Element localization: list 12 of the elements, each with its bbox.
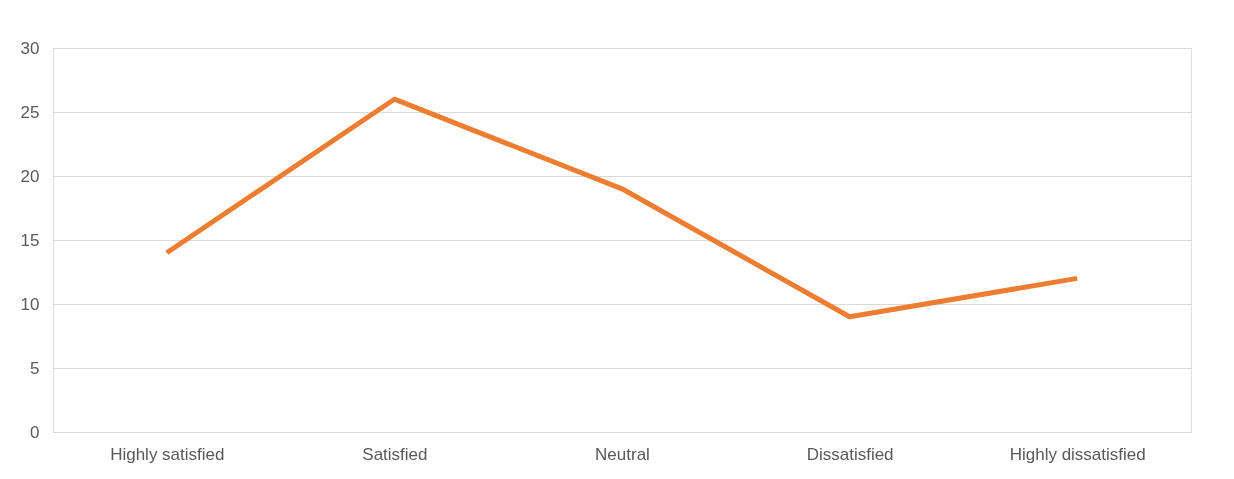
y-tick-label: 15: [20, 230, 40, 250]
y-tick-label: 25: [20, 102, 40, 122]
y-tick-label: 20: [20, 166, 40, 186]
x-tick-label: Highly satisfied: [110, 444, 225, 464]
y-tick-label: 30: [20, 38, 40, 58]
y-tick-label: 0: [30, 422, 40, 442]
x-tick-label: Highly dissatisfied: [1009, 444, 1146, 464]
x-tick-label: Neutral: [595, 444, 650, 464]
x-tick-label: Satisfied: [362, 444, 428, 464]
y-tick-label: 10: [20, 294, 40, 314]
x-tick-label: Dissatisfied: [806, 444, 894, 464]
y-tick-label: 5: [30, 358, 40, 378]
